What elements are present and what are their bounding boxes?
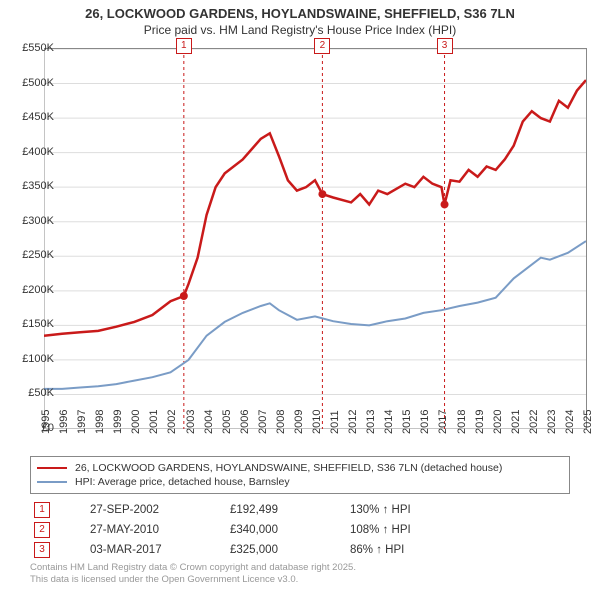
sale-pct: 130% ↑ HPI [350, 504, 570, 516]
x-tick-label: 2011 [329, 410, 341, 434]
x-tick-label: 2024 [564, 410, 576, 434]
y-tick-label: £100K [22, 353, 54, 365]
sale-price: £340,000 [230, 524, 350, 536]
sale-price: £192,499 [230, 504, 350, 516]
x-tick-label: 2016 [419, 410, 431, 434]
y-tick-label: £400K [22, 146, 54, 158]
sale-date: 27-MAY-2010 [90, 524, 230, 536]
x-tick-label: 1998 [94, 410, 106, 434]
x-tick-label: 2005 [221, 410, 233, 434]
y-tick-label: £50K [28, 387, 54, 399]
sale-marker-icon: 3 [34, 542, 50, 558]
y-tick-label: £250K [22, 249, 54, 261]
x-tick-label: 2007 [257, 410, 269, 434]
sale-date: 27-SEP-2002 [90, 504, 230, 516]
legend: 26, LOCKWOOD GARDENS, HOYLANDSWAINE, SHE… [30, 456, 570, 494]
x-tick-label: 2017 [437, 410, 449, 434]
line-chart [44, 48, 587, 429]
attribution-footer: Contains HM Land Registry data © Crown c… [30, 562, 356, 586]
table-row: 1 27-SEP-2002 £192,499 130% ↑ HPI [30, 500, 570, 520]
legend-swatch [37, 481, 67, 483]
x-tick-label: 2022 [528, 410, 540, 434]
x-tick-label: 1997 [76, 410, 88, 434]
y-tick-label: £350K [22, 180, 54, 192]
title-address: 26, LOCKWOOD GARDENS, HOYLANDSWAINE, SHE… [0, 6, 600, 23]
y-tick-label: £150K [22, 318, 54, 330]
y-tick-label: £200K [22, 284, 54, 296]
sale-pct: 86% ↑ HPI [350, 544, 570, 556]
x-tick-label: 1996 [58, 410, 70, 434]
x-tick-label: 2002 [166, 410, 178, 434]
y-tick-label: £500K [22, 77, 54, 89]
x-tick-label: 2004 [203, 410, 215, 434]
chart-svg [44, 49, 586, 429]
chart-title: 26, LOCKWOOD GARDENS, HOYLANDSWAINE, SHE… [0, 0, 600, 38]
y-tick-label: £550K [22, 42, 54, 54]
footer-line: This data is licensed under the Open Gov… [30, 574, 356, 586]
title-subtitle: Price paid vs. HM Land Registry's House … [0, 23, 600, 39]
x-tick-label: 2000 [130, 410, 142, 434]
table-row: 2 27-MAY-2010 £340,000 108% ↑ HPI [30, 520, 570, 540]
y-tick-label: £450K [22, 111, 54, 123]
sale-pct: 108% ↑ HPI [350, 524, 570, 536]
x-tick-label: 1995 [40, 410, 52, 434]
sale-marker-box: 1 [176, 38, 192, 54]
sale-date: 03-MAR-2017 [90, 544, 230, 556]
y-tick-label: £300K [22, 215, 54, 227]
x-tick-label: 2020 [492, 410, 504, 434]
x-tick-label: 2009 [293, 410, 305, 434]
x-tick-label: 1999 [112, 410, 124, 434]
sale-price: £325,000 [230, 544, 350, 556]
sale-marker-icon: 1 [34, 502, 50, 518]
legend-swatch [37, 467, 67, 469]
x-tick-label: 2023 [546, 410, 558, 434]
x-tick-label: 2021 [510, 410, 522, 434]
sales-table: 1 27-SEP-2002 £192,499 130% ↑ HPI 2 27-M… [30, 500, 570, 560]
x-tick-label: 2019 [474, 410, 486, 434]
x-tick-label: 2010 [311, 410, 323, 434]
sale-marker-box: 3 [437, 38, 453, 54]
sale-marker-box: 2 [314, 38, 330, 54]
x-tick-label: 2013 [365, 410, 377, 434]
x-tick-label: 2015 [401, 410, 413, 434]
x-tick-label: 2008 [275, 410, 287, 434]
legend-item: 26, LOCKWOOD GARDENS, HOYLANDSWAINE, SHE… [37, 461, 563, 475]
legend-item: HPI: Average price, detached house, Barn… [37, 475, 563, 489]
sale-marker-icon: 2 [34, 522, 50, 538]
x-tick-label: 2014 [383, 410, 395, 434]
legend-label: HPI: Average price, detached house, Barn… [75, 476, 290, 488]
x-tick-label: 2018 [456, 410, 468, 434]
x-tick-label: 2001 [148, 410, 160, 434]
footer-line: Contains HM Land Registry data © Crown c… [30, 562, 356, 574]
x-tick-label: 2006 [239, 410, 251, 434]
x-tick-label: 2003 [185, 410, 197, 434]
x-tick-label: 2012 [347, 410, 359, 434]
legend-label: 26, LOCKWOOD GARDENS, HOYLANDSWAINE, SHE… [75, 462, 502, 474]
x-tick-label: 2025 [582, 410, 594, 434]
table-row: 3 03-MAR-2017 £325,000 86% ↑ HPI [30, 540, 570, 560]
